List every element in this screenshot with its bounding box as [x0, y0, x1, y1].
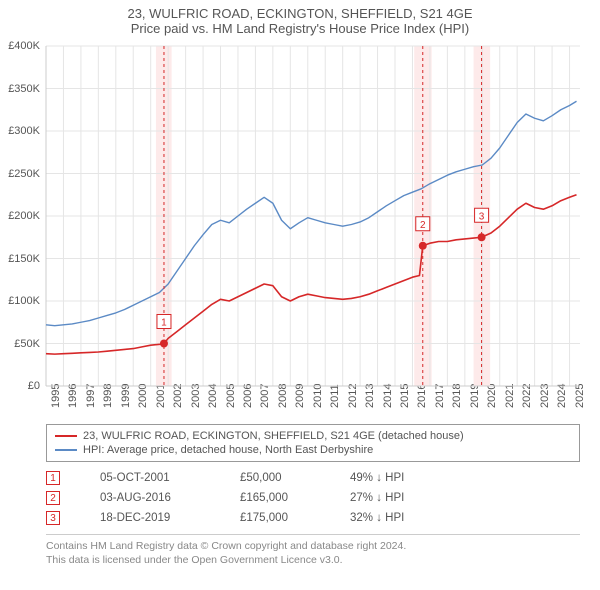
legend-label: 23, WULFRIC ROAD, ECKINGTON, SHEFFIELD, …: [83, 430, 464, 442]
marker-badge-number: 2: [420, 220, 426, 231]
marker-row-pct: 49% ↓ HPI: [350, 472, 430, 484]
legend: 23, WULFRIC ROAD, ECKINGTON, SHEFFIELD, …: [46, 424, 580, 462]
marker-row-price: £175,000: [240, 512, 310, 524]
chart-container: 23, WULFRIC ROAD, ECKINGTON, SHEFFIELD, …: [0, 0, 600, 590]
marker-row-price: £50,000: [240, 472, 310, 484]
legend-row: 23, WULFRIC ROAD, ECKINGTON, SHEFFIELD, …: [55, 429, 571, 443]
marker-row-pct: 27% ↓ HPI: [350, 492, 430, 504]
marker-row: 1 05-OCT-2001 £50,000 49% ↓ HPI: [46, 468, 580, 488]
marker-dot: [160, 340, 168, 348]
marker-row-badge: 2: [46, 491, 60, 505]
marker-row-badge: 3: [46, 511, 60, 525]
title-line-1: 23, WULFRIC ROAD, ECKINGTON, SHEFFIELD, …: [0, 6, 600, 21]
footer-line-2: This data is licensed under the Open Gov…: [46, 553, 580, 567]
marker-row-price: £165,000: [240, 492, 310, 504]
marker-row-date: 03-AUG-2016: [100, 492, 200, 504]
marker-row: 2 03-AUG-2016 £165,000 27% ↓ HPI: [46, 488, 580, 508]
legend-swatch: [55, 435, 77, 437]
marker-dot: [419, 242, 427, 250]
legend-swatch: [55, 449, 77, 451]
chart-area: £0£50K£100K£150K£200K£250K£300K£350K£400…: [0, 40, 600, 420]
title-line-2: Price paid vs. HM Land Registry's House …: [0, 21, 600, 36]
marker-row: 3 18-DEC-2019 £175,000 32% ↓ HPI: [46, 508, 580, 528]
marker-row-pct: 32% ↓ HPI: [350, 512, 430, 524]
marker-row-date: 05-OCT-2001: [100, 472, 200, 484]
legend-label: HPI: Average price, detached house, Nort…: [83, 444, 373, 456]
series-hpi: [46, 101, 577, 325]
marker-badge-number: 1: [161, 318, 167, 329]
footer: Contains HM Land Registry data © Crown c…: [46, 534, 580, 567]
marker-badge-number: 3: [479, 211, 485, 222]
marker-row-date: 18-DEC-2019: [100, 512, 200, 524]
chart-svg: 1 2 3: [0, 40, 600, 390]
marker-table: 1 05-OCT-2001 £50,000 49% ↓ HPI 2 03-AUG-2016…: [46, 468, 580, 528]
legend-row: HPI: Average price, detached house, Nort…: [55, 443, 571, 457]
footer-line-1: Contains HM Land Registry data © Crown c…: [46, 539, 580, 553]
marker-dot: [478, 233, 486, 241]
marker-row-badge: 1: [46, 471, 60, 485]
